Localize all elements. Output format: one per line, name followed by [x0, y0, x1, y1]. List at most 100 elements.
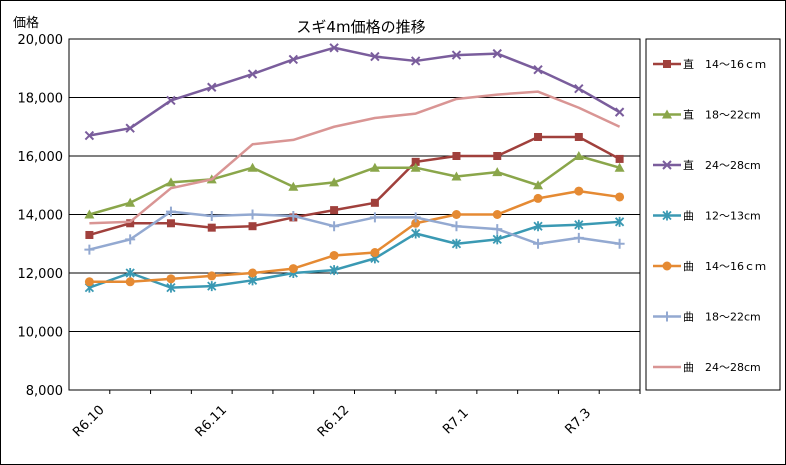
- legend-entry: 直 14～16ｃｍ: [653, 57, 766, 71]
- legend-entry: 曲 18～22cm: [653, 311, 761, 324]
- data-point: [452, 152, 461, 160]
- data-point: [247, 209, 258, 220]
- data-point: [614, 162, 625, 172]
- data-point: [207, 223, 216, 232]
- data-point: [492, 167, 503, 177]
- data-point: [329, 265, 339, 276]
- legend-entry: 直 18～22cm: [653, 108, 761, 122]
- data-point: [126, 219, 135, 228]
- data-point: [370, 248, 380, 258]
- data-point: [369, 162, 380, 172]
- legend-entry: 直 24～28cm: [653, 158, 761, 172]
- data-point: [166, 282, 176, 293]
- data-point: [574, 219, 584, 230]
- data-point: [329, 177, 340, 187]
- y-tick-label: 18,000: [18, 92, 64, 107]
- x-tick-label: R6.10: [70, 403, 107, 440]
- data-point: [84, 277, 94, 287]
- legend-label: 曲 12～13cm: [683, 210, 761, 223]
- data-point: [84, 130, 95, 141]
- legend-label: 直 18～22cm: [683, 108, 761, 122]
- legend-label: 曲 18～22cm: [683, 311, 761, 324]
- data-point: [411, 228, 421, 239]
- data-point: [533, 180, 544, 190]
- series-7: [89, 90, 621, 225]
- data-point: [614, 238, 625, 249]
- data-point: [165, 177, 176, 187]
- data-point: [492, 48, 502, 59]
- series-line: [89, 90, 621, 225]
- data-point: [573, 232, 584, 243]
- data-point: [662, 210, 672, 221]
- data-point: [533, 193, 543, 203]
- series-line: [89, 46, 621, 137]
- data-point: [534, 132, 543, 141]
- data-point: [573, 151, 584, 160]
- data-point: [410, 162, 421, 172]
- data-point: [207, 271, 217, 281]
- y-axis-ticks: 8,000 10,000 12,000 14,000 16,000 18,000 20,00…: [18, 33, 64, 399]
- legend-entry: 曲 14～16ｃｍ: [653, 260, 766, 273]
- series-layer: [84, 43, 625, 293]
- legend-entry: 曲 12～13cm: [653, 210, 761, 223]
- data-point: [125, 197, 136, 207]
- data-point: [370, 198, 379, 207]
- legend-label: 直 14～16ｃｍ: [683, 57, 766, 71]
- data-point: [492, 210, 502, 219]
- series-5: [84, 186, 625, 287]
- x-tick-label: R7.1: [440, 406, 472, 438]
- data-point: [125, 123, 135, 133]
- data-point: [492, 224, 503, 235]
- x-tick-label: R6.11: [193, 403, 230, 440]
- series-line: [89, 154, 620, 216]
- y-tick-label: 12,000: [18, 267, 64, 282]
- chart-title: スギ4m価格の推移: [296, 18, 425, 36]
- data-point: [615, 154, 624, 163]
- data-point: [451, 171, 462, 181]
- data-point: [574, 186, 584, 196]
- series-6: [84, 206, 625, 255]
- data-point: [330, 206, 339, 215]
- y-tick-label: 8,000: [26, 384, 63, 399]
- data-point: [533, 238, 544, 249]
- data-point: [288, 210, 299, 221]
- data-point: [84, 244, 95, 255]
- series-line: [89, 135, 621, 237]
- legend-label: 直 24～28cm: [683, 158, 761, 172]
- legend-entry: 曲 24～28cm: [653, 361, 761, 374]
- data-point: [662, 311, 672, 322]
- data-point: [85, 230, 94, 239]
- data-point: [451, 210, 461, 219]
- gridlines: [69, 97, 640, 332]
- data-point: [206, 210, 217, 221]
- data-point: [248, 222, 257, 231]
- legend-label: 曲 14～16ｃｍ: [683, 260, 766, 273]
- data-point: [165, 206, 176, 217]
- legend-entries: 直 14～16ｃｍ 直 18～22cm 直 24～28cm 曲 12～13cm 曲 14…: [653, 57, 766, 374]
- data-point: [207, 281, 217, 292]
- data-point: [614, 216, 625, 227]
- data-point: [663, 60, 671, 68]
- data-point: [125, 277, 135, 287]
- data-point: [451, 238, 462, 249]
- y-tick-label: 10,000: [18, 326, 64, 341]
- y-tick-label: 14,000: [18, 209, 64, 224]
- data-point: [662, 109, 672, 119]
- data-point: [247, 69, 258, 79]
- data-point: [615, 192, 625, 202]
- data-point: [166, 95, 176, 106]
- data-point: [493, 152, 502, 160]
- legend-label: 曲 24～28cm: [683, 361, 761, 374]
- data-point: [614, 107, 625, 117]
- data-point: [329, 221, 340, 232]
- data-point: [370, 51, 380, 62]
- series-line: [89, 189, 620, 284]
- data-point: [329, 250, 339, 260]
- data-point: [125, 268, 135, 278]
- data-point: [207, 82, 217, 92]
- data-point: [410, 56, 421, 66]
- data-point: [84, 209, 95, 219]
- data-point: [247, 162, 258, 172]
